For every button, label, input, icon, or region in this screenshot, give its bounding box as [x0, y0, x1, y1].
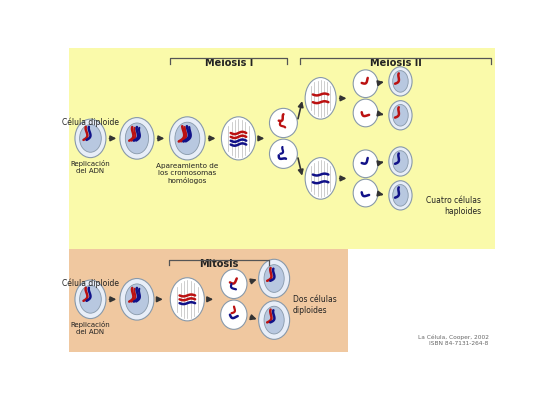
Ellipse shape	[75, 280, 106, 318]
Ellipse shape	[80, 124, 101, 152]
Ellipse shape	[75, 119, 106, 158]
Ellipse shape	[270, 139, 298, 168]
Ellipse shape	[125, 284, 148, 315]
Ellipse shape	[125, 123, 148, 154]
Ellipse shape	[305, 158, 336, 199]
Text: Apareamiento de
los cromosomas
homólogos: Apareamiento de los cromosomas homólogos	[156, 163, 218, 184]
Ellipse shape	[169, 117, 205, 160]
Bar	[69, 48, 495, 249]
Ellipse shape	[353, 179, 378, 207]
Ellipse shape	[258, 259, 290, 298]
Ellipse shape	[120, 278, 154, 320]
Ellipse shape	[170, 278, 205, 321]
Ellipse shape	[389, 181, 412, 210]
Text: Replicación
del ADN: Replicación del ADN	[70, 160, 111, 174]
Text: Meiosis II: Meiosis II	[370, 57, 422, 68]
Text: Célula diploide: Célula diploide	[62, 278, 119, 288]
Ellipse shape	[175, 122, 200, 154]
Text: Dos células
diploides: Dos células diploides	[293, 295, 337, 315]
Text: Replicación
del ADN: Replicación del ADN	[70, 321, 111, 335]
Ellipse shape	[305, 78, 336, 119]
Ellipse shape	[393, 185, 408, 206]
Ellipse shape	[270, 109, 298, 138]
Ellipse shape	[264, 306, 284, 334]
Ellipse shape	[221, 269, 247, 299]
Text: Mitosis: Mitosis	[199, 259, 238, 269]
Ellipse shape	[222, 117, 256, 160]
Ellipse shape	[353, 99, 378, 127]
Text: Meiosis I: Meiosis I	[205, 57, 253, 68]
Ellipse shape	[120, 118, 154, 159]
Ellipse shape	[80, 286, 101, 313]
Ellipse shape	[389, 147, 412, 176]
Ellipse shape	[389, 101, 412, 130]
Text: Célula diploide: Célula diploide	[62, 118, 119, 127]
Ellipse shape	[393, 70, 408, 92]
Ellipse shape	[353, 150, 378, 178]
Bar	[348, 249, 495, 352]
Ellipse shape	[258, 301, 290, 339]
Ellipse shape	[393, 151, 408, 172]
Bar	[69, 249, 495, 352]
Ellipse shape	[389, 67, 412, 96]
Ellipse shape	[393, 105, 408, 126]
Text: Cuatro células
haploides: Cuatro células haploides	[426, 196, 481, 215]
Ellipse shape	[264, 265, 284, 292]
Ellipse shape	[221, 300, 247, 329]
Ellipse shape	[353, 70, 378, 97]
Text: La Célula, Cooper, 2002
ISBN 84-7131-264-8: La Célula, Cooper, 2002 ISBN 84-7131-264…	[418, 335, 489, 346]
